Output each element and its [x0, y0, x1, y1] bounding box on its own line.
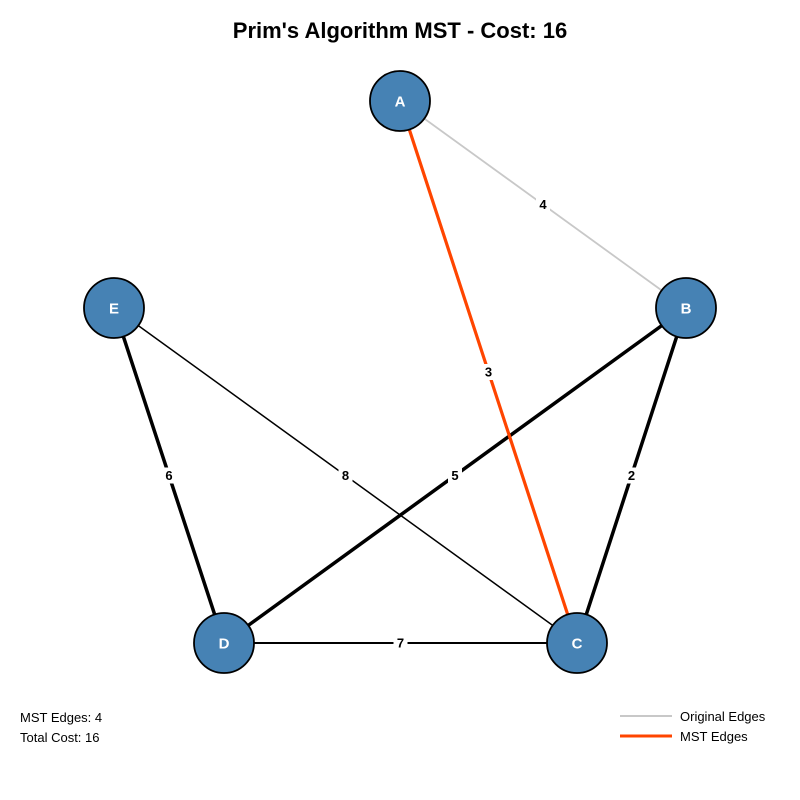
legend-mst-swatch [620, 734, 672, 738]
legend-original-label: Original Edges [680, 708, 766, 724]
page-title: Prim's Algorithm MST - Cost: 16 [232, 18, 568, 43]
svg-text:2: 2 [628, 468, 635, 483]
node-C: C [546, 612, 608, 674]
edge-weight-E-C: 8 [338, 467, 353, 484]
edge-labels-layer: 4 3 2 5 6 8 7 [162, 196, 639, 651]
legend: Original Edges MST Edges [620, 706, 765, 746]
legend-item-mst: MST Edges [620, 726, 765, 746]
svg-text:7: 7 [397, 636, 404, 651]
edge-weight-D-C: 7 [393, 635, 408, 651]
legend-original-swatch [620, 715, 672, 717]
edge-weight-B-C: 2 [624, 467, 639, 484]
legend-mst-label: MST Edges [680, 728, 748, 744]
nodes-layer: A B C D E [83, 70, 717, 674]
svg-text:6: 6 [165, 468, 172, 483]
svg-text:D: D [219, 636, 230, 653]
svg-text:8: 8 [342, 468, 349, 483]
svg-text:E: E [109, 301, 119, 318]
edge-weight-E-D: 6 [162, 467, 176, 484]
node-B: B [655, 277, 717, 339]
edge-weight-A-B: 4 [536, 196, 550, 213]
svg-text:5: 5 [451, 468, 458, 483]
svg-text:4: 4 [539, 197, 547, 212]
total-cost: Total Cost: 16 [20, 730, 100, 745]
edges-layer [112, 99, 688, 645]
svg-text:C: C [572, 636, 583, 653]
node-A: A [369, 70, 431, 132]
svg-text:B: B [681, 301, 692, 318]
mst-edges-count: MST Edges: 4 [20, 710, 103, 725]
edge-weight-B-D: 5 [448, 467, 462, 484]
node-E: E [83, 277, 145, 339]
svg-text:A: A [395, 94, 406, 111]
edge-weight-A-C: 3 [481, 364, 496, 380]
stats-panel: MST Edges: 4 Total Cost: 16 [20, 708, 102, 748]
legend-item-original: Original Edges [620, 706, 765, 726]
node-D: D [193, 612, 255, 674]
svg-text:3: 3 [485, 365, 492, 380]
